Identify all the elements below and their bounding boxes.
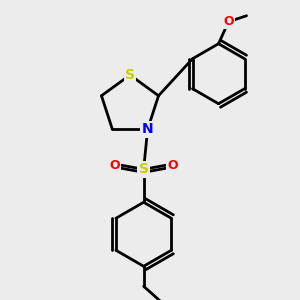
Text: S: S — [125, 68, 135, 82]
Text: O: O — [109, 159, 120, 172]
Text: N: N — [142, 122, 153, 136]
Text: S: S — [139, 162, 148, 176]
Text: O: O — [223, 15, 234, 28]
Text: O: O — [167, 159, 178, 172]
